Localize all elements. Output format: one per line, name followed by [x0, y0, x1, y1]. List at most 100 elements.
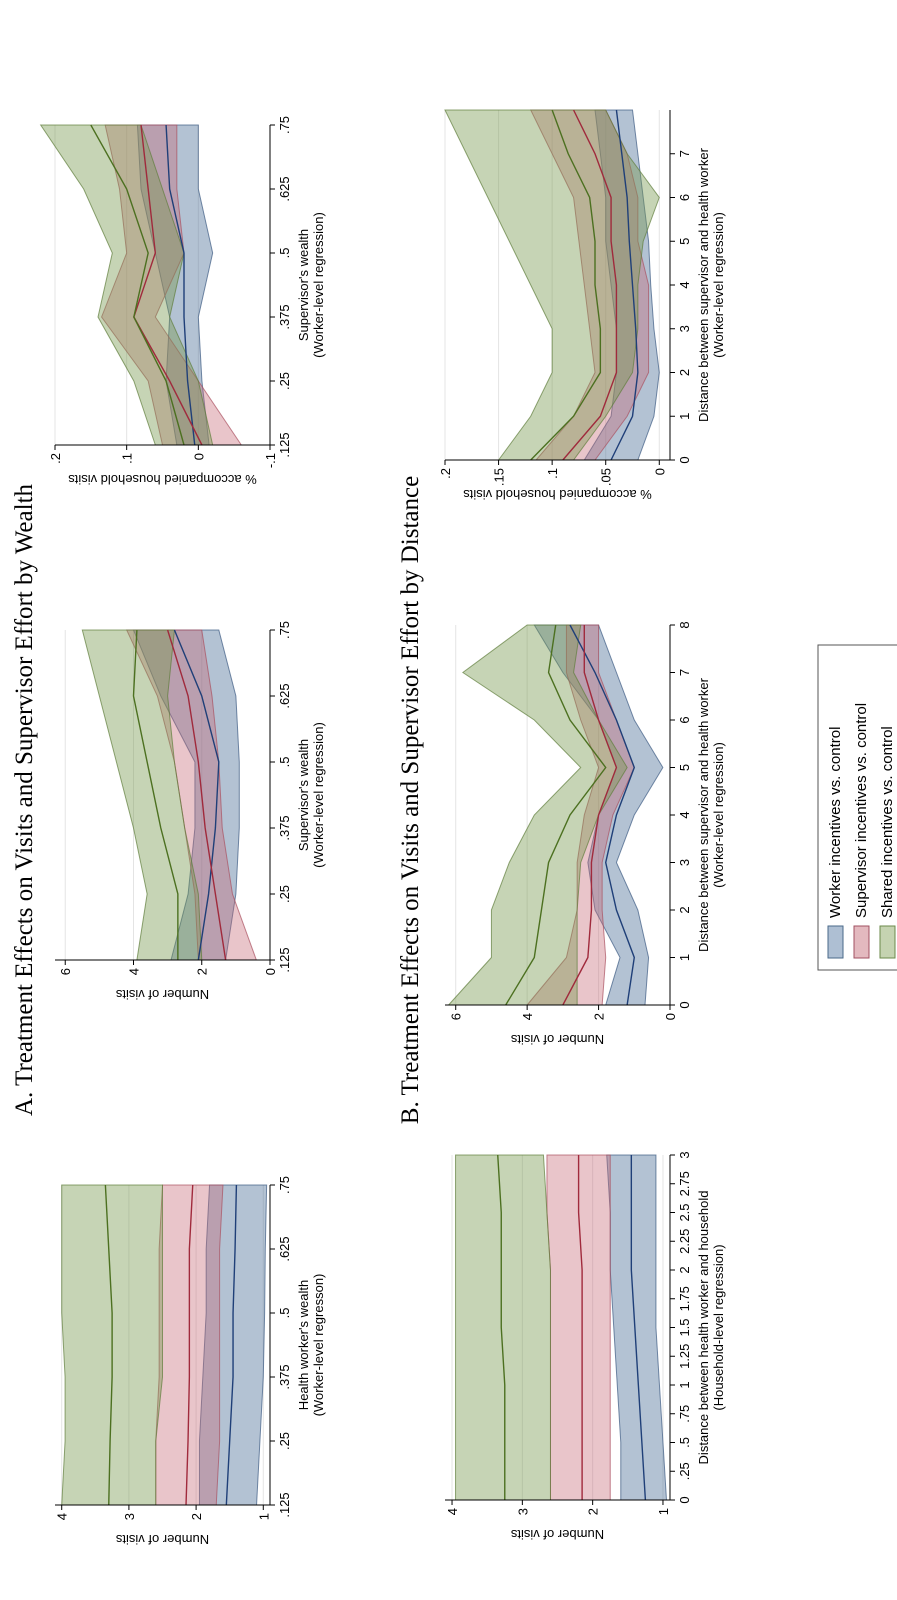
ci-band-shared: [444, 109, 660, 461]
x-tick-label: .75: [277, 116, 292, 134]
x-axis-sublabel: (Worker-level regresson): [311, 1274, 326, 1417]
x-tick-label: .75: [277, 1176, 292, 1194]
series-line-worker: [225, 1184, 238, 1506]
x-tick-label: 0: [677, 1496, 692, 1503]
legend-label-shared: Shared incentives vs. control: [879, 726, 896, 918]
y-tick-label: 0: [191, 453, 206, 460]
x-axis-label: Distance between supervisor and health w…: [696, 677, 711, 952]
legend-swatch-shared: [879, 925, 896, 959]
y-tick-label: 1: [656, 1508, 671, 1515]
y-tick-label: 2: [586, 1508, 601, 1515]
series-line-supervisor: [185, 1184, 194, 1506]
x-tick-label: .5: [677, 1437, 692, 1448]
x-tick-label: 6: [677, 716, 692, 723]
series-line-shared: [505, 624, 607, 1006]
y-axis-label: Number of visits: [115, 987, 209, 1002]
x-tick-label: .375: [277, 304, 292, 329]
y-tick-label: 6: [449, 1013, 464, 1020]
x-axis-label: Health worker's wealth: [296, 1280, 311, 1410]
series-line-worker: [173, 629, 220, 961]
series-line-supervisor: [577, 1155, 583, 1500]
series-line-shared: [132, 629, 179, 960]
y-tick-label: .2: [48, 453, 63, 464]
legend-swatch-worker: [827, 925, 844, 959]
y-axis-label: Number of visits: [510, 1032, 604, 1047]
y-tick-label: 4: [126, 968, 141, 975]
x-tick-label: 2.5: [677, 1203, 692, 1221]
legend: Worker incentives vs. control Supervisor…: [817, 644, 897, 971]
panel-b-title: B. Treatment Effects on Visits and Super…: [397, 476, 424, 1124]
y-tick-label: .05: [599, 468, 614, 486]
x-axis-label: Supervisor's wealth: [296, 229, 311, 341]
series-line-worker: [569, 624, 636, 1006]
x-tick-label: 6: [677, 194, 692, 201]
x-tick-label: .125: [277, 432, 292, 457]
y-tick-label: 2: [189, 1513, 204, 1520]
x-axis-sublabel: (Worker-level regression): [711, 212, 726, 358]
x-tick-label: 7: [677, 669, 692, 676]
x-axis-sublabel: (Worker-level regression): [311, 212, 326, 358]
chart-a1: 1 2 3 4 .125 .25 .375 .5 .625 .75 Number of visits…: [55, 1176, 326, 1547]
ci-band-supervisor: [526, 624, 635, 1006]
y-tick-label: 4: [55, 1513, 70, 1520]
x-tick-label: .125: [277, 947, 292, 972]
x-tick-label: 0: [677, 456, 692, 463]
y-tick-label: .15: [492, 468, 507, 486]
y-tick-label: 2: [195, 968, 210, 975]
x-tick-label: 0: [677, 1001, 692, 1008]
y-axis-label: % accompanied household visits: [68, 472, 257, 487]
y-tick-label: 6: [58, 968, 73, 975]
y-tick-label: 0: [263, 968, 278, 975]
series-line-supervisor: [133, 124, 203, 446]
series-line-shared: [90, 124, 185, 446]
x-axis-sublabel: (Worker-level regression): [711, 742, 726, 888]
legend-item-worker: Worker incentives vs. control: [827, 727, 844, 959]
x-tick-label: 1: [677, 954, 692, 961]
ci-band-worker: [606, 1154, 668, 1501]
chart-a2: 0 2 4 6 .125 .25 .375 .5 .625 .75 Number of visits…: [55, 621, 326, 1002]
y-tick-label: 4: [520, 1013, 535, 1020]
x-tick-label: 7: [677, 150, 692, 157]
x-tick-label: .75: [277, 621, 292, 639]
y-tick-label: 0: [663, 1013, 678, 1020]
x-tick-label: 2: [677, 369, 692, 376]
x-tick-label: .625: [277, 176, 292, 201]
x-tick-label: 1: [677, 413, 692, 420]
x-tick-label: 3: [677, 1151, 692, 1158]
x-tick-label: .75: [677, 1405, 692, 1423]
x-axis-label: Distance between supervisor and health w…: [696, 147, 711, 422]
x-tick-label: .5: [277, 757, 292, 768]
chart-a3: -.1 0 .1 .2 .125 .25 .375 .5 .625 .75 % accompanie…: [39, 116, 326, 487]
ci-band-shared: [447, 624, 628, 1006]
x-tick-label: .375: [277, 1364, 292, 1389]
x-tick-label: 1.5: [677, 1318, 692, 1336]
x-tick-label: 1.75: [677, 1286, 692, 1311]
y-axis-label: % accompanied household visits: [463, 487, 652, 502]
y-tick-label: 1: [256, 1513, 271, 1520]
panel-a-title: A. Treatment Effects on Visits and Super…: [11, 483, 38, 1116]
series-line-shared: [104, 1184, 113, 1506]
x-tick-label: .625: [277, 683, 292, 708]
x-axis-label: Supervisor's wealth: [296, 739, 311, 851]
x-tick-label: .375: [277, 815, 292, 840]
x-tick-label: 4: [677, 281, 692, 288]
x-tick-label: .625: [277, 1236, 292, 1261]
x-tick-label: 5: [677, 764, 692, 771]
x-axis-sublabel: (Worker-level regression): [311, 722, 326, 868]
x-tick-label: .25: [277, 885, 292, 903]
legend-swatch-supervisor: [853, 925, 870, 959]
x-axis-sublabel: (Household-level regression): [711, 1244, 726, 1410]
x-tick-label: 1: [677, 1381, 692, 1388]
x-axis-label: Distance between health worker and house…: [696, 1191, 711, 1465]
x-tick-label: 3: [677, 325, 692, 332]
y-axis-label: Number of visits: [510, 1527, 604, 1542]
series-line-supervisor: [562, 625, 618, 1006]
legend-label-supervisor: Supervisor incentives vs. control: [853, 703, 870, 918]
x-tick-label: 2: [677, 906, 692, 913]
x-tick-label: 3: [677, 859, 692, 866]
series-line-shared: [530, 109, 602, 461]
x-tick-label: .125: [277, 1492, 292, 1517]
y-axis-label: Number of visits: [115, 1532, 209, 1547]
y-tick-label: 4: [445, 1508, 460, 1515]
